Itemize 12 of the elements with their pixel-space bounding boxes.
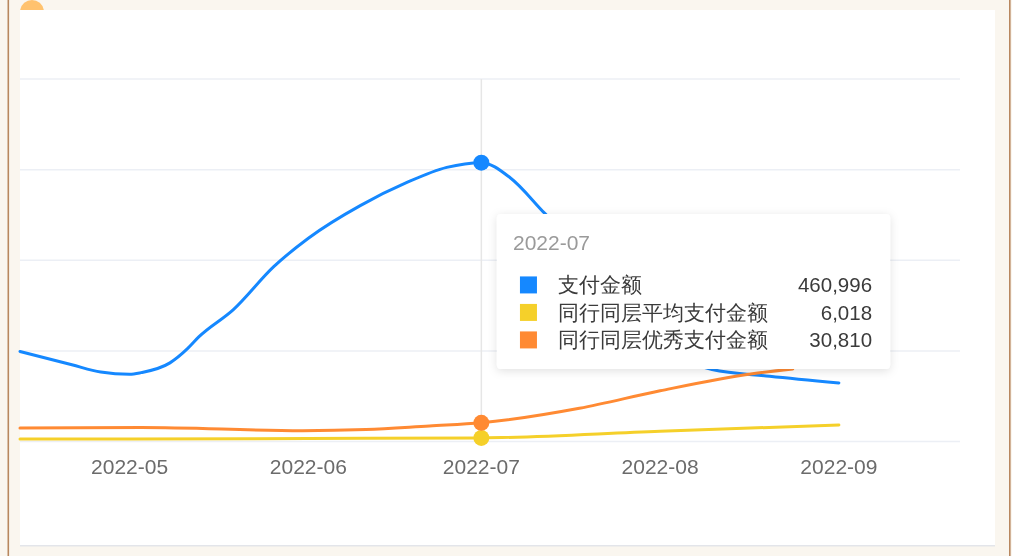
annotation: 6,018 [820,300,873,324]
annotation: 460,996 [797,273,873,297]
x-tick-label: 2022-09 [800,454,878,478]
legend-label: 同行同层优秀支付金额 [557,328,768,352]
legend-label: 支付金额 [557,273,642,297]
x-tick-label: 2022-05 [91,454,169,478]
legend-label: 同行同层平均支付金额 [557,300,768,324]
x-tick-label: 2022-07 [442,454,520,478]
x-tick-label: 2022-08 [621,454,699,478]
annotation: 30,810 [809,328,873,352]
legend-title: 2022-07 [512,231,591,255]
x-tick-label: 2022-06 [269,454,347,478]
